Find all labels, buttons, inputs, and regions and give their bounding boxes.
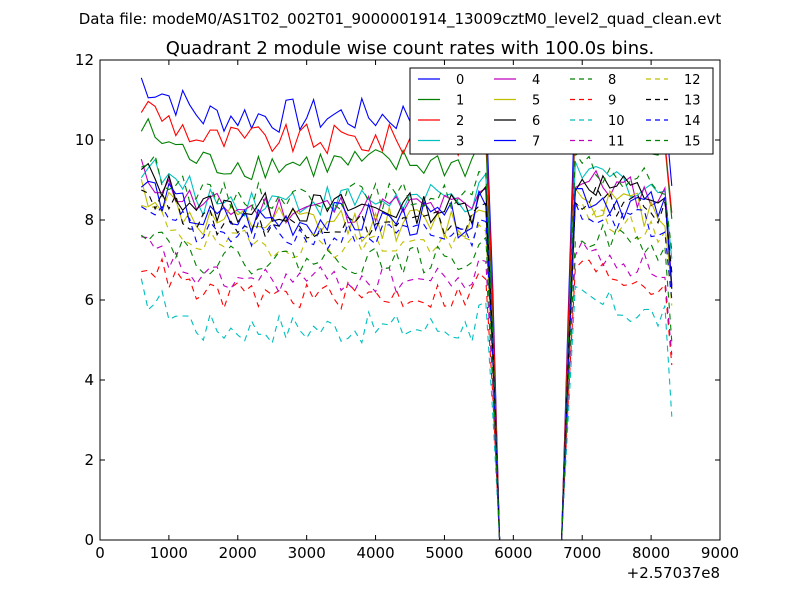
legend-label-1: 1 <box>456 94 464 109</box>
x-tick-label: 2000 <box>219 544 257 562</box>
legend-box <box>409 67 714 155</box>
x-offset-label: +2.57037e8 <box>627 564 720 582</box>
legend-label-4: 4 <box>532 73 540 88</box>
legend-label-13: 13 <box>684 94 701 109</box>
series-line-7 <box>140 180 673 541</box>
legend-label-10: 10 <box>608 114 625 129</box>
x-tick-label: 7000 <box>563 544 601 562</box>
y-tick-label: 4 <box>84 371 94 389</box>
y-tick-label: 10 <box>75 131 94 149</box>
axis-ticks: 0 1000 2000 3000 4000 5000 6000 7000 8000 9000 0 2 4… <box>75 51 739 562</box>
y-tick-label: 2 <box>84 451 94 469</box>
series-line-1 <box>140 117 673 541</box>
data-file-label: Data file: modeM0/AS1T02_002T01_90000019… <box>79 10 722 29</box>
x-tick-label: 3000 <box>288 544 326 562</box>
series-line-5 <box>140 179 673 541</box>
chart-title: Quadrant 2 module wise count rates with … <box>166 38 655 59</box>
series-line-13 <box>141 185 673 541</box>
x-tick-label: 4000 <box>356 544 394 562</box>
legend-label-12: 12 <box>684 73 701 88</box>
legend-label-8: 8 <box>608 73 616 88</box>
series-line-9 <box>141 257 673 541</box>
y-tick-label: 8 <box>84 211 94 229</box>
series-line-4 <box>140 158 673 541</box>
series-line-12 <box>141 202 673 541</box>
x-tick-label: 1000 <box>150 544 188 562</box>
legend-label-14: 14 <box>684 114 701 129</box>
series-line-11 <box>141 236 673 541</box>
legend-label-9: 9 <box>608 94 616 109</box>
series-line-14 <box>141 202 673 541</box>
x-tick-label: 0 <box>95 544 105 562</box>
y-tick-label: 6 <box>84 291 94 309</box>
x-tick-label: 9000 <box>701 544 739 562</box>
legend-label-5: 5 <box>532 94 540 109</box>
legend-label-11: 11 <box>608 135 625 150</box>
y-tick-label: 12 <box>75 51 94 69</box>
series-line-15 <box>140 223 673 541</box>
legend-label-15: 15 <box>684 135 701 150</box>
x-tick-label: 5000 <box>425 544 463 562</box>
x-tick-label: 8000 <box>632 544 670 562</box>
series-line-10 <box>140 278 673 541</box>
legend-label-3: 3 <box>456 135 464 150</box>
series-line-3 <box>140 158 673 541</box>
series-line-6 <box>140 162 673 541</box>
legend-label-2: 2 <box>456 114 464 129</box>
legend-label-6: 6 <box>532 114 540 129</box>
plot-lines <box>140 77 673 541</box>
legend-label-7: 7 <box>532 135 540 150</box>
legend-label-0: 0 <box>456 73 464 88</box>
series-line-2 <box>140 100 673 541</box>
y-tick-label: 0 <box>84 531 94 549</box>
x-tick-label: 6000 <box>494 544 532 562</box>
